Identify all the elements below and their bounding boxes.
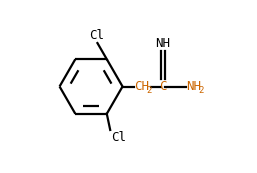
Text: 2: 2 — [198, 86, 203, 95]
Text: Cl: Cl — [111, 131, 126, 144]
Text: C: C — [159, 80, 166, 93]
Text: NH: NH — [155, 37, 170, 50]
Text: NH: NH — [186, 80, 201, 93]
Text: Cl: Cl — [90, 29, 105, 42]
Text: CH: CH — [134, 80, 150, 93]
Text: 2: 2 — [146, 86, 151, 95]
